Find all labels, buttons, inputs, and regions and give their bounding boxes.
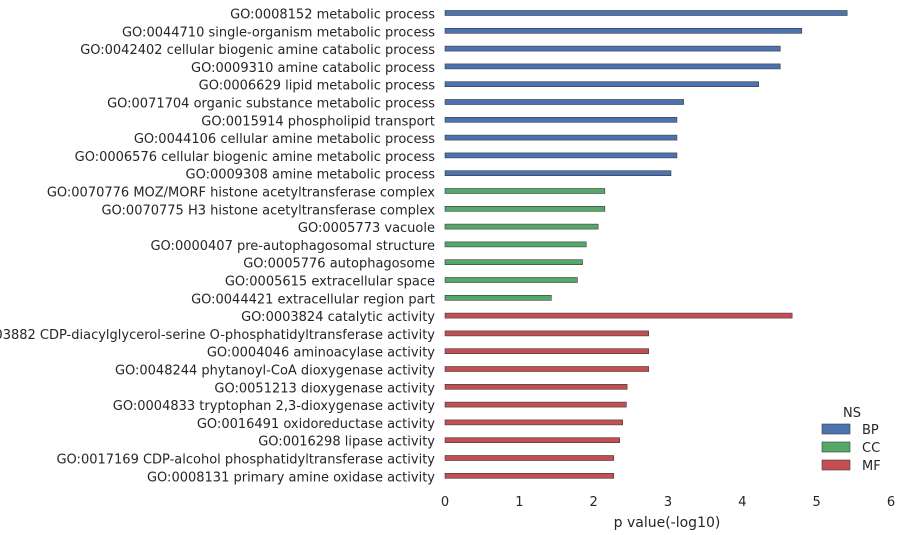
category-label: GO:0004833 tryptophan 2,3-dioxygenase ac… <box>113 399 436 414</box>
bar-mf <box>444 383 628 390</box>
bar-bp <box>444 81 759 87</box>
bar-cc <box>444 241 587 248</box>
bar-bp <box>444 152 678 159</box>
category-label: GO:0051213 dioxygenase activity <box>214 381 435 396</box>
bar-bp <box>444 45 781 52</box>
bar-bp <box>444 63 781 70</box>
bar-cc <box>444 259 583 266</box>
bar-bp <box>444 134 678 141</box>
x-axis: 0 1 2 3 4 5 6 <box>441 495 895 510</box>
category-label: GO:0016298 lipase activity <box>258 435 435 450</box>
category-label: GO:0044106 cellular amine metabolic proc… <box>134 132 435 147</box>
category-label: GO:0000407 pre-autophagosomal structure <box>150 239 435 254</box>
legend-swatch-cc <box>821 441 851 453</box>
category-label: GO:0048244 phytanoyl-CoA dioxygenase act… <box>115 364 435 379</box>
bar-bp <box>444 10 848 16</box>
category-label: GO:0070775 H3 histone acetyltransferase … <box>101 203 435 218</box>
category-label: GO:0008152 metabolic process <box>230 8 435 23</box>
legend-label-mf: MF <box>862 459 881 474</box>
category-label: GO:0005773 vacuole <box>298 221 435 236</box>
category-label: GO:0008131 primary amine oxidase activit… <box>147 470 435 485</box>
bar-mf <box>444 437 620 444</box>
category-label: GO:0042402 cellular biogenic amine catab… <box>80 43 435 58</box>
bar-cc <box>444 206 606 212</box>
category-label: GO:0009310 amine catabolic process <box>191 61 435 76</box>
bars-layer <box>444 10 848 479</box>
bar-cc <box>444 223 599 230</box>
x-tick-label: 3 <box>664 495 672 510</box>
bar-bp <box>444 117 678 123</box>
category-labels-layer: GO:0008152 metabolic process GO:0044710 s… <box>0 8 435 486</box>
bar-mf <box>444 312 793 319</box>
legend-label-bp: BP <box>862 423 879 438</box>
bar-mf <box>444 366 649 372</box>
bar-bp <box>444 170 672 176</box>
bar-mf <box>444 348 649 355</box>
category-label: GO:0003882 CDP-diacylglycerol-serine O-p… <box>0 328 435 343</box>
category-label: GO:0004046 aminoacylase activity <box>207 346 435 361</box>
bar-mf <box>444 330 649 337</box>
bar-bp <box>444 99 684 105</box>
bar-mf <box>444 455 615 461</box>
bar-cc <box>444 188 606 194</box>
category-label: GO:0015914 phospholipid transport <box>201 114 435 129</box>
bar-cc <box>444 294 552 301</box>
legend-swatch-mf <box>821 459 851 471</box>
x-tick-label: 0 <box>441 495 449 510</box>
x-tick-label: 4 <box>738 495 746 510</box>
category-label: GO:0044421 extracellular region part <box>191 292 435 307</box>
category-label: GO:0017169 CDP-alcohol phosphatidyltrans… <box>56 453 435 468</box>
category-label: GO:0006629 lipid metabolic process <box>199 79 436 94</box>
category-label: GO:0071704 organic substance metabolic p… <box>107 97 435 112</box>
x-axis-label: p value(-log10) <box>614 515 721 531</box>
category-label: GO:0070776 MOZ/MORF histone acetyltransf… <box>47 186 435 201</box>
category-label: GO:0009308 amine metabolic process <box>186 168 436 183</box>
legend-swatch-bp <box>821 423 851 435</box>
category-label: GO:0006576 cellular biogenic amine metab… <box>75 150 436 165</box>
legend-label-cc: CC <box>862 441 880 456</box>
x-tick-label: 1 <box>515 495 523 510</box>
x-tick-label: 2 <box>590 495 598 510</box>
bar-mf <box>444 419 623 426</box>
bar-mf <box>444 401 627 408</box>
category-label: GO:0016491 oxidoreductase activity <box>197 417 435 432</box>
bar-cc <box>444 277 578 283</box>
category-label: GO:0005615 extracellular space <box>225 275 435 290</box>
category-label: GO:0005776 autophagosome <box>243 257 435 272</box>
category-label: GO:0003824 catalytic activity <box>241 310 435 325</box>
x-tick-label: 5 <box>813 495 821 510</box>
legend: NS BP CC MF <box>821 406 881 474</box>
legend-title: NS <box>843 406 861 421</box>
bar-bp <box>444 27 803 34</box>
bar-mf <box>444 472 615 479</box>
category-label: GO:0044710 single-organism metabolic pro… <box>122 25 435 40</box>
x-tick-label: 6 <box>887 495 895 510</box>
